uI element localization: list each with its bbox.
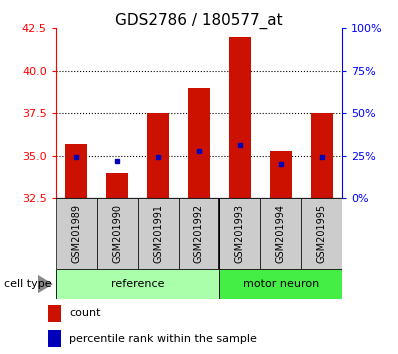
Text: percentile rank within the sample: percentile rank within the sample — [69, 333, 257, 344]
Bar — [269, 151, 292, 198]
Bar — [138, 198, 179, 269]
Bar — [188, 88, 210, 198]
Text: GSM201995: GSM201995 — [317, 204, 327, 263]
Bar — [219, 198, 260, 269]
Text: count: count — [69, 308, 100, 318]
Text: GSM201991: GSM201991 — [153, 204, 163, 263]
Text: reference: reference — [111, 279, 164, 289]
Bar — [56, 198, 97, 269]
Text: GSM201993: GSM201993 — [235, 204, 245, 263]
Text: motor neuron: motor neuron — [243, 279, 319, 289]
Bar — [219, 269, 342, 299]
Text: GSM201990: GSM201990 — [112, 204, 122, 263]
Bar — [179, 198, 219, 269]
Text: GSM201989: GSM201989 — [71, 204, 81, 263]
Bar — [301, 198, 342, 269]
Bar — [56, 269, 219, 299]
Text: GSM201994: GSM201994 — [276, 204, 286, 263]
Bar — [229, 37, 251, 198]
Bar — [147, 113, 169, 198]
Bar — [260, 198, 301, 269]
Text: GDS2786 / 180577_at: GDS2786 / 180577_at — [115, 12, 283, 29]
Text: cell type: cell type — [4, 279, 52, 289]
Bar — [48, 330, 61, 347]
Bar — [65, 144, 88, 198]
Bar — [48, 304, 61, 322]
Bar — [97, 198, 138, 269]
Polygon shape — [38, 275, 53, 293]
Text: GSM201992: GSM201992 — [194, 204, 204, 263]
Bar — [310, 113, 333, 198]
Bar — [106, 173, 129, 198]
